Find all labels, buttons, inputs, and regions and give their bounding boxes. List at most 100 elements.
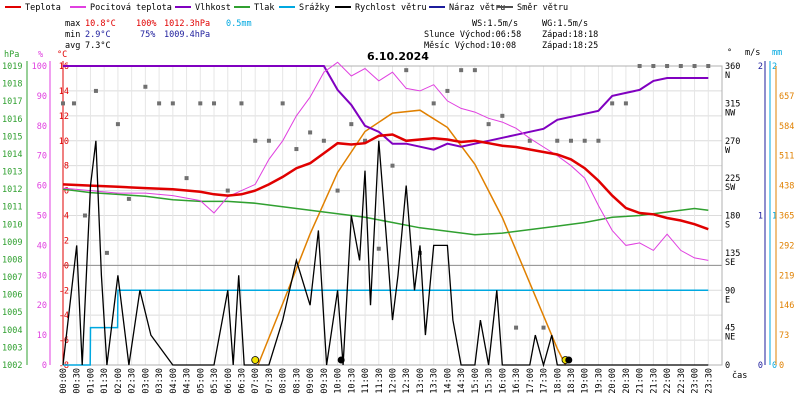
x-tick: 14:30 [457,368,467,394]
stat-min-temp: 2.9°C [85,30,111,40]
info-sun-set: Západ:18:18 [542,30,598,40]
x-tick: 18:00 [553,368,563,394]
ms-tick: 2 [758,62,763,72]
sun-tick: 0 [779,361,784,371]
wind-direction-point [445,88,450,93]
sun-tick: 657 [779,92,794,102]
hpa-tick: 1003 [2,343,22,353]
wind-direction-point [239,101,244,106]
x-tick: 10:30 [347,368,357,394]
x-tick: 15:30 [485,368,495,394]
mm-tick: 1 [772,212,777,222]
hpa-tick: 1005 [2,308,22,318]
wind-direction-point [93,88,98,93]
wind-direction-point [472,68,477,73]
degc-tick: 2 [64,236,69,246]
wind-direction-point [61,101,65,106]
sun-radiation-line [257,109,567,366]
ms-tick: 0 [758,361,763,371]
wind-direction-point [104,250,109,255]
stat-avg-label: avg [65,41,80,51]
x-tick: 20:00 [608,368,618,394]
hpa-tick: 1007 [2,273,22,283]
x-tick: 00:30 [73,368,83,394]
temperature-line [62,133,709,231]
stat-min-label: min [65,30,80,40]
x-tick: 07:00 [251,368,261,394]
pct-tick: 50 [37,212,47,222]
wind-direction-point [665,64,670,68]
moonset-marker [565,356,573,364]
pct-tick: 30 [37,271,47,281]
x-tick: 06:00 [224,368,234,394]
wind-direction-point [431,101,436,106]
wind-direction-point [555,138,560,143]
hpa-tick: 1019 [2,62,22,72]
wind-direction-point [225,188,230,193]
dir-tick-name: NW [725,108,736,118]
x-tick: 05:30 [210,368,220,394]
mm-tick: 2 [772,62,777,72]
wind-direction-point [143,84,148,89]
hpa-tick: 1009 [2,238,22,248]
degc-tick: -2 [59,286,69,296]
x-tick: 03:00 [141,368,151,394]
dir-tick-degree: 225 [725,174,740,184]
x-tick: 13:30 [430,368,440,394]
stat-max-temp: 10.8°C [85,19,116,29]
pct-tick: 40 [37,241,47,251]
x-tick: 02:30 [128,368,138,394]
chart-legend: Teplota Pocitová teplota Vlhkost Tlak Srážky… [5,3,568,13]
x-tick: 11:30 [375,368,385,394]
sun-tick: 511 [779,152,794,162]
sun-tick: 146 [779,301,794,311]
wind-direction-point [527,138,532,143]
info-wg: WG:1.5m/s [542,19,588,29]
x-tick: 23:30 [704,368,714,394]
wind-direction-point [376,246,381,251]
x-tick: 12:30 [402,368,412,394]
x-tick: 06:30 [237,368,247,394]
stat-max-press: 1012.3hPa [164,19,210,29]
wind-direction-point [280,101,285,106]
chart-title: 6.10.2024 [367,50,429,63]
stats-panel: max 10.8°C 100% 1012.3hPa 0.5mm min 2.9°… [65,19,252,51]
dir-tick-degree: 270 [725,137,740,147]
wind-direction-point [71,101,76,106]
legend-label: Náraz větru [449,3,505,13]
plot-area [61,61,711,368]
wind-direction-point [335,188,340,193]
x-tick: 08:30 [292,368,302,394]
x-tick: 12:00 [389,368,399,394]
legend-label: Rychlost větru [355,3,427,13]
wind-direction-point [651,64,656,68]
wind-direction-point [541,325,546,330]
hpa-axis-title: hPa [4,50,19,60]
dir-tick-degree: 0 [725,361,730,371]
hpa-tick: 1012 [2,185,22,195]
dir-tick-name: SW [725,183,736,193]
wind-direction-point [308,130,313,135]
dir-tick-degree: 45 [725,324,735,334]
wind-direction-point [184,176,189,181]
pct-tick: 80 [37,122,47,132]
info-sun-rise: Slunce Východ:06:58 [424,30,521,40]
wind-direction-point [637,64,642,68]
hpa-tick: 1014 [2,150,22,160]
stat-min-press: 1009.4hPa [164,30,210,40]
sun-tick: 365 [779,212,794,222]
legend-label: Teplota [25,3,61,13]
degc-tick: 12 [59,112,69,122]
wind-direction-point [212,101,217,106]
dir-axis-title: ° [727,48,732,58]
mm-axis-title: mm [772,48,782,58]
dir-tick-name: E [725,295,730,305]
moonrise-marker [337,356,345,364]
degc-tick: -8 [59,361,69,371]
mm-tick: 0 [772,361,777,371]
dir-tick-name: S [725,221,730,231]
dir-tick-degree: 315 [725,99,740,109]
wind-direction-point [82,213,87,218]
wind-direction-point [349,122,354,127]
wind-direction-point [363,138,368,143]
